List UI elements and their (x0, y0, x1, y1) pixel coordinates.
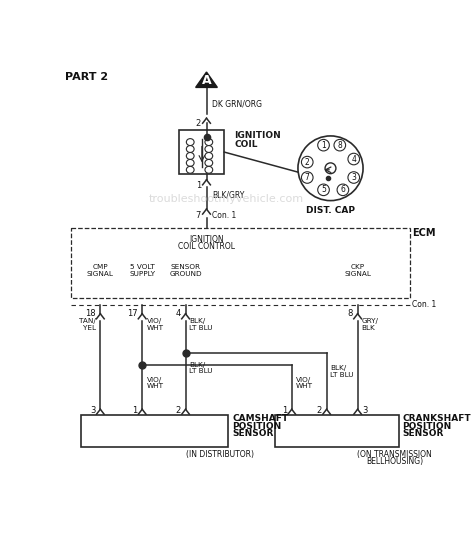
Text: POSITION: POSITION (232, 422, 282, 431)
Bar (71, 228, 410, 297)
Ellipse shape (205, 166, 213, 173)
Text: 1: 1 (321, 140, 326, 150)
Text: Con. 1: Con. 1 (412, 300, 436, 309)
Text: SENSOR: SENSOR (402, 429, 444, 438)
Circle shape (301, 172, 313, 183)
Ellipse shape (205, 146, 213, 152)
Text: IGNITION: IGNITION (189, 235, 224, 244)
Text: YEL: YEL (82, 325, 96, 331)
Text: 3: 3 (362, 406, 368, 414)
Text: SENSOR
GROUND: SENSOR GROUND (169, 264, 202, 277)
Text: Con. 1: Con. 1 (212, 211, 236, 220)
Text: (IN DISTRIBUTOR): (IN DISTRIBUTOR) (186, 450, 255, 459)
Text: WHT: WHT (296, 383, 313, 389)
Text: COIL: COIL (235, 140, 258, 149)
Text: VIO/: VIO/ (147, 318, 162, 324)
Text: 4: 4 (351, 154, 356, 163)
Text: 3: 3 (91, 406, 96, 414)
Text: LT BLU: LT BLU (330, 371, 354, 378)
Text: 17: 17 (127, 309, 137, 317)
Ellipse shape (205, 152, 213, 159)
Text: TAN/: TAN/ (79, 318, 96, 324)
Text: DK GRN/ORG: DK GRN/ORG (212, 100, 262, 109)
Text: CRANKSHAFT: CRANKSHAFT (402, 414, 471, 423)
Ellipse shape (205, 159, 213, 166)
Text: 7: 7 (305, 173, 310, 182)
Text: 1: 1 (282, 406, 287, 414)
Text: IGNITION: IGNITION (235, 131, 281, 140)
Text: COIL CONTROL: COIL CONTROL (178, 242, 235, 251)
Text: 6: 6 (340, 185, 346, 195)
Text: WHT: WHT (147, 325, 164, 331)
Ellipse shape (186, 152, 194, 159)
Circle shape (348, 172, 360, 183)
Text: BELLHOUSING): BELLHOUSING) (366, 457, 423, 466)
Bar (179, 130, 224, 174)
Circle shape (325, 163, 336, 174)
Text: BLK/: BLK/ (330, 366, 347, 371)
Circle shape (337, 184, 349, 196)
Text: GRY/: GRY/ (362, 318, 379, 324)
Text: 2: 2 (317, 406, 322, 414)
Text: SENSOR: SENSOR (232, 429, 273, 438)
Text: 3: 3 (351, 173, 356, 182)
Text: PART 2: PART 2 (65, 72, 109, 82)
Text: 7: 7 (196, 211, 201, 220)
Text: VIO/: VIO/ (147, 377, 162, 383)
Text: ECM: ECM (412, 228, 436, 238)
Polygon shape (196, 72, 218, 87)
Text: 4: 4 (176, 309, 181, 317)
Circle shape (348, 153, 360, 165)
Circle shape (298, 136, 363, 200)
Text: BLK/: BLK/ (190, 318, 206, 324)
Text: 1: 1 (196, 182, 201, 190)
Text: BLK: BLK (362, 325, 375, 331)
Text: 18: 18 (85, 309, 96, 317)
Text: BLK/GRY: BLK/GRY (212, 191, 244, 200)
Text: (ON TRANSMISSION: (ON TRANSMISSION (357, 450, 432, 459)
Ellipse shape (186, 146, 194, 152)
Text: CMP
SIGNAL: CMP SIGNAL (87, 264, 114, 277)
Text: POSITION: POSITION (402, 422, 452, 431)
Text: BLK/: BLK/ (190, 362, 206, 368)
Text: troubleshootmyvehicle.com: troubleshootmyvehicle.com (148, 194, 303, 204)
Bar (81, 415, 228, 447)
Text: A: A (202, 74, 211, 87)
Circle shape (318, 184, 329, 196)
Ellipse shape (186, 166, 194, 173)
Text: LT BLU: LT BLU (190, 368, 213, 374)
Text: 1: 1 (132, 406, 137, 414)
Ellipse shape (205, 139, 213, 146)
Text: VIO/: VIO/ (296, 377, 311, 383)
Text: DIST. CAP: DIST. CAP (306, 206, 355, 215)
Ellipse shape (186, 159, 194, 166)
Text: CAMSHAFT: CAMSHAFT (232, 414, 288, 423)
Text: WHT: WHT (147, 383, 164, 389)
Bar (275, 415, 399, 447)
Circle shape (334, 139, 346, 151)
Circle shape (318, 139, 329, 151)
Text: 8: 8 (337, 140, 342, 150)
Text: 2: 2 (305, 158, 310, 167)
Text: 2: 2 (196, 119, 201, 128)
Ellipse shape (186, 139, 194, 146)
Text: LT BLU: LT BLU (190, 325, 213, 331)
Text: 8: 8 (347, 309, 353, 317)
Text: 5: 5 (321, 185, 326, 195)
Text: 2: 2 (176, 406, 181, 414)
Circle shape (301, 157, 313, 168)
Text: CKP
SIGNAL: CKP SIGNAL (344, 264, 371, 277)
Text: 5 VOLT
SUPPLY: 5 VOLT SUPPLY (129, 264, 155, 277)
